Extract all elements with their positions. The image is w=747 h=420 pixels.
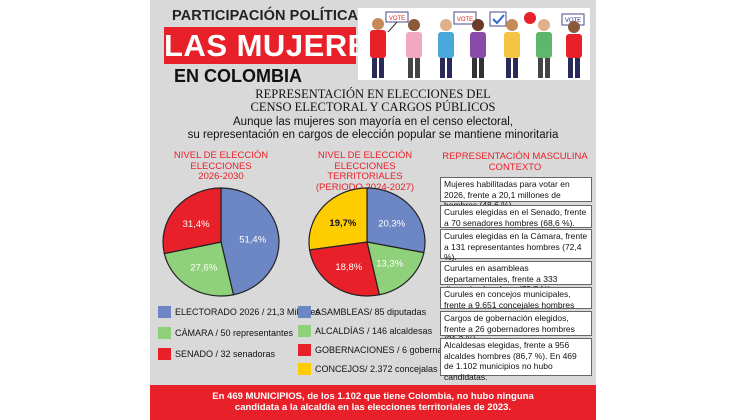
chart1-slice-1-label: 51,4% (239, 234, 266, 245)
vote-sign-2: VOTE (453, 11, 477, 25)
context-item-4: Curules en asambleas departamentales, fr… (440, 261, 592, 294)
speech-bubble-sign (524, 12, 536, 24)
chart2-legend-label-1: ASAMBLEAS/ 85 diputadas (315, 307, 427, 317)
chart1-slice-1 (220, 187, 280, 296)
footer-line1: En 469 MUNICIPIOS, de los 1.102 que tien… (212, 391, 534, 402)
chart2-slice-1 (366, 187, 426, 254)
chart1-slice-3-label: 31,4% (183, 219, 210, 230)
chart2-legend-swatch-3 (298, 344, 311, 356)
chart2-title-line1: NIVEL DE ELECCIÓN (317, 150, 413, 161)
chart1-slice-3 (162, 187, 222, 255)
chart2-slice-2 (366, 241, 425, 296)
chart2-slice-4 (308, 187, 368, 251)
subtitle: REPRESENTACIÓN EN ELECCIONES DEL CENSO E… (156, 88, 590, 114)
chart1-slice-2-label: 27,6% (190, 263, 217, 274)
chart1-legend-label-2: CÁMARA / 50 representantes (175, 328, 294, 338)
footer-banner: En 469 MUNICIPIOS, de los 1.102 que tien… (150, 385, 596, 420)
chart2-slice-1-label: 20,3% (378, 219, 405, 230)
context-title: REPRESENTACIÓN MASCULINA CONTEXTO (440, 151, 590, 173)
woman-figure-2 (406, 19, 422, 78)
context-item-6: Cargos de gobernación elegidos, frente a… (440, 311, 592, 344)
chart2-legend: ASAMBLEAS/ 85 diputadas ALCALDÍAS / 146 a… (298, 306, 465, 382)
chart2-legend-swatch-4 (298, 363, 311, 375)
header-title-box: LAS MUJERES (164, 27, 389, 64)
vote-sign-2-text: VOTE (457, 17, 473, 23)
woman-figure-6 (536, 19, 552, 78)
footer-line2: candidata a la alcaldía en las eleccione… (234, 402, 512, 413)
chart1-title: NIVEL DE ELECCIÓN ELECCIONES 2026-2030 (162, 150, 280, 183)
context-item-2: Curules elegidas en el Senado, frente a … (440, 205, 592, 228)
context-item-7: Alcaldesas elegidas, frente a 956 alcald… (440, 338, 592, 382)
women-protest-illustration: VOTE VOTE (358, 8, 590, 80)
context-title-line2: CONTEXTO (488, 162, 542, 173)
chart1-legend-swatch-1 (158, 306, 171, 318)
woman-figure-1 (370, 18, 386, 78)
chart1-pie: 51,4% 27,6% 31,4% (162, 187, 280, 297)
context-item-3: Curules elegidas en la Cámara, frente a … (440, 229, 592, 262)
check-sign (489, 11, 507, 27)
chart2-title-line3: (PERIODO 2024-2027) (315, 181, 415, 193)
vote-sign-1-text: VOTE (389, 16, 405, 22)
intro-line1: Aunque las mujeres son mayoría en el cen… (233, 116, 513, 128)
chart1-legend-swatch-3 (158, 348, 171, 360)
chart2-slice-3 (308, 241, 381, 297)
header-title: LAS MUJERES (164, 28, 390, 63)
chart2-title-line2: ELECCIONES TERRITORIALES (327, 160, 403, 182)
context-item-1: Mujeres habilitadas para votar en 2026, … (440, 177, 592, 210)
chart2-legend-swatch-1 (298, 306, 311, 318)
woman-figure-3 (438, 19, 454, 78)
chart1-title-line3: 2026-2030 (198, 171, 244, 182)
vote-sign-1: VOTE (385, 11, 409, 33)
chart1-legend-swatch-2 (158, 327, 171, 339)
chart2-legend-label-3: GOBERNACIONES / 6 gobernadoras (315, 345, 466, 355)
chart1-slice-2 (163, 241, 235, 297)
chart2-pie: 20,3% 13,3% 18,8% 19,7% (308, 187, 426, 297)
chart2-legend-label-2: ALCALDÍAS / 146 alcaldesas (315, 326, 433, 336)
chart2-legend-label-4: CONCEJOS/ 2.372 concejalas (315, 364, 438, 374)
context-title-line1: REPRESENTACIÓN MASCULINA (442, 151, 588, 162)
chart1-legend-label-3: SENADO / 32 senadoras (175, 349, 276, 359)
chart2-slice-2-label: 13,3% (376, 258, 403, 269)
subtitle-line1: REPRESENTACIÓN EN ELECCIONES DEL (255, 87, 491, 101)
chart2-legend-swatch-2 (298, 325, 311, 337)
woman-figure-5 (504, 19, 520, 78)
chart1-legend-label-1: ELECTORADO 2026 / 21,3 Millones (175, 307, 320, 317)
vote-sign-3-text: VOTE (565, 18, 581, 24)
intro-line2: su representación en cargos de elección … (187, 129, 559, 141)
chart1-legend: ELECTORADO 2026 / 21,3 Millones CÁMARA / … (158, 306, 320, 366)
intro-text: Aunque las mujeres son mayoría en el cen… (156, 116, 590, 142)
woman-figure-7 (566, 21, 582, 78)
header-line1: PARTICIPACIÓN POLÍTICA DE (172, 8, 383, 24)
chart1-title-line1: NIVEL DE ELECCIÓN (173, 150, 269, 161)
subtitle-line2: CENSO ELECTORAL Y CARGOS PÚBLICOS (250, 100, 496, 114)
chart2-slice-4-label: 19,7% (329, 218, 356, 229)
woman-figure-4 (470, 19, 486, 78)
chart1-title-line2: ELECCIONES (190, 160, 252, 172)
chart2-title: NIVEL DE ELECCIÓN ELECCIONES TERRITORIAL… (296, 150, 434, 193)
chart2-slice-3-label: 18,8% (335, 262, 362, 273)
context-item-5: Curules en concejos municipales, frente … (440, 287, 592, 320)
header-line3: EN COLOMBIA (174, 66, 302, 86)
